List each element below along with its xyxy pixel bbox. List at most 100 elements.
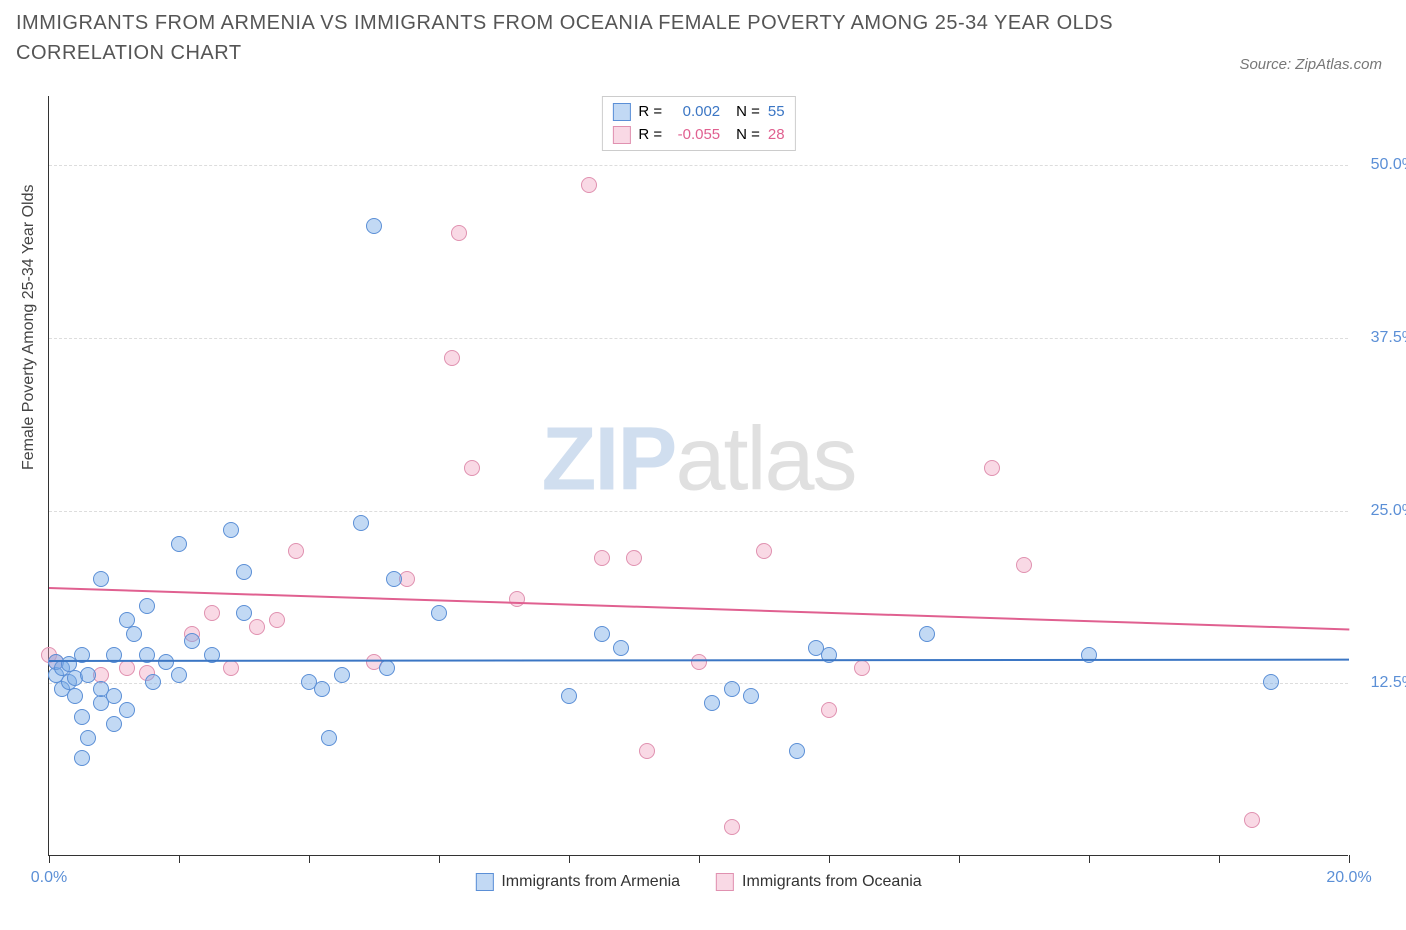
y-axis-label: Female Poverty Among 25-34 Year Olds bbox=[20, 185, 38, 471]
point-armenia bbox=[314, 681, 330, 697]
point-oceania bbox=[1244, 812, 1260, 828]
point-oceania bbox=[444, 350, 460, 366]
point-oceania bbox=[119, 660, 135, 676]
point-oceania bbox=[509, 591, 525, 607]
gridline-h bbox=[49, 683, 1348, 684]
point-armenia bbox=[321, 730, 337, 746]
point-armenia bbox=[613, 640, 629, 656]
legend-series: Immigrants from Armenia Immigrants from … bbox=[475, 873, 921, 891]
x-tick bbox=[829, 855, 830, 863]
chart-title: IMMIGRANTS FROM ARMENIA VS IMMIGRANTS FR… bbox=[16, 8, 1116, 68]
point-oceania bbox=[594, 550, 610, 566]
point-armenia bbox=[743, 688, 759, 704]
swatch-armenia-icon bbox=[475, 873, 493, 891]
watermark-zip: ZIP bbox=[541, 410, 675, 510]
point-oceania bbox=[821, 702, 837, 718]
x-tick-label: 20.0% bbox=[1326, 869, 1371, 887]
point-oceania bbox=[249, 619, 265, 635]
trendline-armenia bbox=[49, 658, 1349, 661]
point-oceania bbox=[691, 654, 707, 670]
point-oceania bbox=[626, 550, 642, 566]
point-oceania bbox=[288, 543, 304, 559]
point-armenia bbox=[171, 667, 187, 683]
point-oceania bbox=[204, 605, 220, 621]
point-armenia bbox=[119, 702, 135, 718]
legend-label-oceania: Immigrants from Oceania bbox=[742, 873, 922, 891]
point-armenia bbox=[171, 536, 187, 552]
x-tick bbox=[1219, 855, 1220, 863]
point-oceania bbox=[756, 543, 772, 559]
point-armenia bbox=[386, 571, 402, 587]
x-tick bbox=[179, 855, 180, 863]
point-armenia bbox=[594, 626, 610, 642]
x-tick bbox=[959, 855, 960, 863]
point-armenia bbox=[1263, 674, 1279, 690]
point-oceania bbox=[984, 460, 1000, 476]
point-armenia bbox=[704, 695, 720, 711]
source-label: Source: ZipAtlas.com bbox=[1239, 56, 1382, 73]
gridline-h bbox=[49, 338, 1348, 339]
legend-row-armenia: R = 0.002 N = 55 bbox=[612, 101, 784, 124]
y-tick-label: 25.0% bbox=[1371, 502, 1406, 520]
swatch-armenia bbox=[612, 103, 630, 121]
point-armenia bbox=[789, 743, 805, 759]
watermark: ZIPatlas bbox=[541, 409, 855, 512]
point-oceania bbox=[223, 660, 239, 676]
point-armenia bbox=[145, 674, 161, 690]
n-value-armenia: 55 bbox=[768, 101, 785, 124]
point-armenia bbox=[353, 515, 369, 531]
n-value-oceania: 28 bbox=[768, 124, 785, 147]
swatch-oceania-icon bbox=[716, 873, 734, 891]
legend-correlation: R = 0.002 N = 55 R = -0.055 N = 28 bbox=[601, 96, 795, 151]
point-oceania bbox=[854, 660, 870, 676]
x-tick bbox=[699, 855, 700, 863]
r-value-armenia: 0.002 bbox=[670, 101, 720, 124]
point-armenia bbox=[74, 750, 90, 766]
point-armenia bbox=[236, 605, 252, 621]
watermark-atlas: atlas bbox=[675, 410, 855, 510]
x-tick bbox=[569, 855, 570, 863]
point-armenia bbox=[334, 667, 350, 683]
point-armenia bbox=[67, 688, 83, 704]
point-oceania bbox=[581, 177, 597, 193]
point-armenia bbox=[561, 688, 577, 704]
x-tick bbox=[1349, 855, 1350, 863]
x-tick bbox=[309, 855, 310, 863]
r-label: R = bbox=[638, 124, 662, 147]
legend-row-oceania: R = -0.055 N = 28 bbox=[612, 124, 784, 147]
gridline-h bbox=[49, 511, 1348, 512]
point-armenia bbox=[80, 730, 96, 746]
point-armenia bbox=[74, 709, 90, 725]
x-tick-label: 0.0% bbox=[31, 869, 67, 887]
r-label: R = bbox=[638, 101, 662, 124]
point-oceania bbox=[724, 819, 740, 835]
plot-area: ZIPatlas R = 0.002 N = 55 R = -0.055 N =… bbox=[48, 96, 1348, 856]
y-tick-label: 12.5% bbox=[1371, 674, 1406, 692]
point-armenia bbox=[724, 681, 740, 697]
point-armenia bbox=[431, 605, 447, 621]
point-armenia bbox=[106, 716, 122, 732]
chart-container: IMMIGRANTS FROM ARMENIA VS IMMIGRANTS FR… bbox=[0, 0, 1406, 930]
point-armenia bbox=[236, 564, 252, 580]
point-armenia bbox=[126, 626, 142, 642]
point-armenia bbox=[139, 598, 155, 614]
point-armenia bbox=[223, 522, 239, 538]
legend-label-armenia: Immigrants from Armenia bbox=[501, 873, 680, 891]
point-armenia bbox=[80, 667, 96, 683]
point-oceania bbox=[269, 612, 285, 628]
point-armenia bbox=[106, 688, 122, 704]
point-oceania bbox=[1016, 557, 1032, 573]
point-oceania bbox=[451, 225, 467, 241]
swatch-oceania bbox=[612, 126, 630, 144]
n-label: N = bbox=[736, 101, 760, 124]
point-armenia bbox=[919, 626, 935, 642]
point-armenia bbox=[93, 571, 109, 587]
x-tick bbox=[49, 855, 50, 863]
point-oceania bbox=[639, 743, 655, 759]
point-armenia bbox=[366, 218, 382, 234]
legend-item-armenia: Immigrants from Armenia bbox=[475, 873, 680, 891]
point-armenia bbox=[379, 660, 395, 676]
y-tick-label: 37.5% bbox=[1371, 329, 1406, 347]
y-tick-label: 50.0% bbox=[1371, 156, 1406, 174]
point-armenia bbox=[184, 633, 200, 649]
